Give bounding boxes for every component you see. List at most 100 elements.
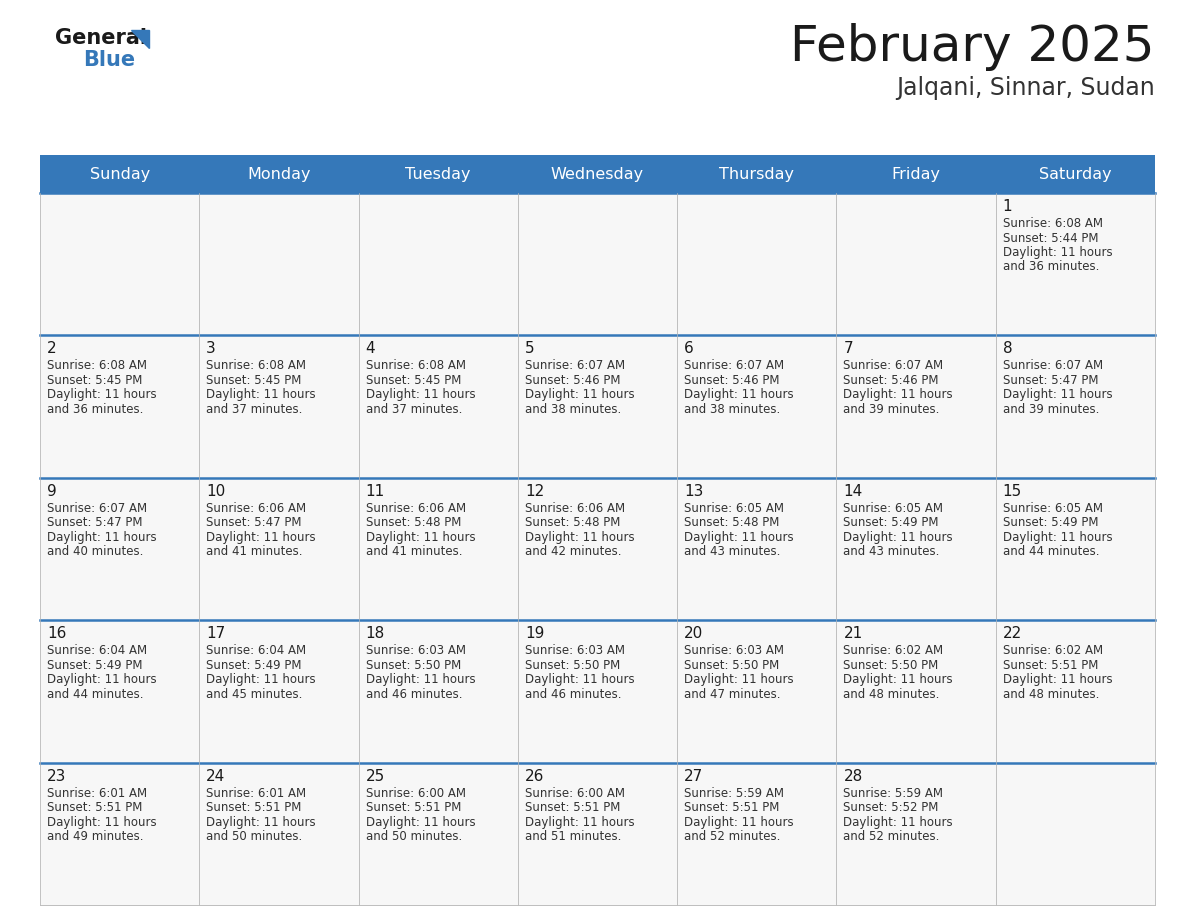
Text: Jalqani, Sinnar, Sudan: Jalqani, Sinnar, Sudan <box>896 76 1155 100</box>
Text: and 46 minutes.: and 46 minutes. <box>366 688 462 700</box>
Text: Daylight: 11 hours: Daylight: 11 hours <box>684 815 794 829</box>
Text: Daylight: 11 hours: Daylight: 11 hours <box>525 673 634 686</box>
Text: Sunset: 5:50 PM: Sunset: 5:50 PM <box>366 659 461 672</box>
Text: and 47 minutes.: and 47 minutes. <box>684 688 781 700</box>
Text: 18: 18 <box>366 626 385 641</box>
Text: Sunrise: 6:07 AM: Sunrise: 6:07 AM <box>1003 360 1102 373</box>
Text: Daylight: 11 hours: Daylight: 11 hours <box>1003 246 1112 259</box>
Text: and 48 minutes.: and 48 minutes. <box>1003 688 1099 700</box>
Text: Daylight: 11 hours: Daylight: 11 hours <box>366 673 475 686</box>
Text: Sunrise: 6:06 AM: Sunrise: 6:06 AM <box>207 502 307 515</box>
Text: Sunset: 5:46 PM: Sunset: 5:46 PM <box>684 374 779 386</box>
Text: Sunday: Sunday <box>89 166 150 182</box>
Bar <box>200 763 359 905</box>
Text: 22: 22 <box>1003 626 1022 641</box>
Text: and 42 minutes.: and 42 minutes. <box>525 545 621 558</box>
Text: Daylight: 11 hours: Daylight: 11 hours <box>525 815 634 829</box>
Text: Sunrise: 6:08 AM: Sunrise: 6:08 AM <box>207 360 307 373</box>
Text: Daylight: 11 hours: Daylight: 11 hours <box>366 531 475 543</box>
Bar <box>996 477 1155 621</box>
Bar <box>359 193 518 335</box>
Text: 3: 3 <box>207 341 216 356</box>
Bar <box>359 763 518 905</box>
Text: 15: 15 <box>1003 484 1022 498</box>
Text: Daylight: 11 hours: Daylight: 11 hours <box>843 388 953 401</box>
Text: Daylight: 11 hours: Daylight: 11 hours <box>684 673 794 686</box>
Text: Thursday: Thursday <box>719 166 795 182</box>
Bar <box>518 621 677 763</box>
Bar <box>40 193 200 335</box>
Text: and 37 minutes.: and 37 minutes. <box>366 403 462 416</box>
Bar <box>836 621 996 763</box>
Text: Daylight: 11 hours: Daylight: 11 hours <box>207 815 316 829</box>
Text: Daylight: 11 hours: Daylight: 11 hours <box>207 388 316 401</box>
Bar <box>40 477 200 621</box>
Text: Sunset: 5:47 PM: Sunset: 5:47 PM <box>1003 374 1098 386</box>
Text: and 48 minutes.: and 48 minutes. <box>843 688 940 700</box>
Text: 13: 13 <box>684 484 703 498</box>
Text: Sunrise: 6:01 AM: Sunrise: 6:01 AM <box>48 787 147 800</box>
Bar <box>200 621 359 763</box>
Text: Daylight: 11 hours: Daylight: 11 hours <box>843 815 953 829</box>
Text: 20: 20 <box>684 626 703 641</box>
Text: Sunrise: 5:59 AM: Sunrise: 5:59 AM <box>684 787 784 800</box>
Text: Sunrise: 6:03 AM: Sunrise: 6:03 AM <box>525 644 625 657</box>
Text: Daylight: 11 hours: Daylight: 11 hours <box>1003 531 1112 543</box>
Text: Sunset: 5:51 PM: Sunset: 5:51 PM <box>525 801 620 814</box>
Text: 24: 24 <box>207 768 226 784</box>
Text: Sunset: 5:48 PM: Sunset: 5:48 PM <box>525 516 620 530</box>
Text: Sunset: 5:45 PM: Sunset: 5:45 PM <box>207 374 302 386</box>
Bar <box>40 155 1155 193</box>
Text: Sunset: 5:48 PM: Sunset: 5:48 PM <box>684 516 779 530</box>
Text: Daylight: 11 hours: Daylight: 11 hours <box>684 388 794 401</box>
Text: and 46 minutes.: and 46 minutes. <box>525 688 621 700</box>
Text: and 43 minutes.: and 43 minutes. <box>684 545 781 558</box>
Text: 11: 11 <box>366 484 385 498</box>
Text: Sunset: 5:47 PM: Sunset: 5:47 PM <box>48 516 143 530</box>
Text: and 45 minutes.: and 45 minutes. <box>207 688 303 700</box>
Text: Sunset: 5:52 PM: Sunset: 5:52 PM <box>843 801 939 814</box>
Text: Monday: Monday <box>247 166 311 182</box>
Text: Sunset: 5:51 PM: Sunset: 5:51 PM <box>48 801 143 814</box>
Text: Daylight: 11 hours: Daylight: 11 hours <box>207 531 316 543</box>
Text: Sunrise: 6:08 AM: Sunrise: 6:08 AM <box>48 360 147 373</box>
Text: Sunrise: 6:05 AM: Sunrise: 6:05 AM <box>843 502 943 515</box>
Text: Tuesday: Tuesday <box>405 166 470 182</box>
Text: 21: 21 <box>843 626 862 641</box>
Text: Sunset: 5:48 PM: Sunset: 5:48 PM <box>366 516 461 530</box>
Bar <box>200 335 359 477</box>
Text: and 44 minutes.: and 44 minutes. <box>1003 545 1099 558</box>
Text: 26: 26 <box>525 768 544 784</box>
Bar <box>677 193 836 335</box>
Text: 19: 19 <box>525 626 544 641</box>
Text: Sunrise: 6:08 AM: Sunrise: 6:08 AM <box>1003 217 1102 230</box>
Text: Sunrise: 6:06 AM: Sunrise: 6:06 AM <box>525 502 625 515</box>
Text: Sunset: 5:49 PM: Sunset: 5:49 PM <box>207 659 302 672</box>
Text: Sunset: 5:51 PM: Sunset: 5:51 PM <box>207 801 302 814</box>
Text: Sunset: 5:47 PM: Sunset: 5:47 PM <box>207 516 302 530</box>
Text: 6: 6 <box>684 341 694 356</box>
Bar <box>359 335 518 477</box>
Text: Wednesday: Wednesday <box>551 166 644 182</box>
Text: Sunrise: 6:07 AM: Sunrise: 6:07 AM <box>684 360 784 373</box>
Text: and 40 minutes.: and 40 minutes. <box>48 545 144 558</box>
Bar <box>518 193 677 335</box>
Text: 17: 17 <box>207 626 226 641</box>
Text: Sunset: 5:45 PM: Sunset: 5:45 PM <box>366 374 461 386</box>
Bar <box>996 621 1155 763</box>
Text: Sunrise: 6:07 AM: Sunrise: 6:07 AM <box>525 360 625 373</box>
Text: General: General <box>55 28 147 48</box>
Text: Daylight: 11 hours: Daylight: 11 hours <box>525 531 634 543</box>
Text: Sunset: 5:50 PM: Sunset: 5:50 PM <box>525 659 620 672</box>
Text: Sunrise: 5:59 AM: Sunrise: 5:59 AM <box>843 787 943 800</box>
Text: 5: 5 <box>525 341 535 356</box>
Text: Sunrise: 6:02 AM: Sunrise: 6:02 AM <box>1003 644 1102 657</box>
Bar <box>677 477 836 621</box>
Text: Sunrise: 6:08 AM: Sunrise: 6:08 AM <box>366 360 466 373</box>
Text: and 43 minutes.: and 43 minutes. <box>843 545 940 558</box>
Text: 1: 1 <box>1003 199 1012 214</box>
Text: Sunrise: 6:02 AM: Sunrise: 6:02 AM <box>843 644 943 657</box>
Bar <box>836 335 996 477</box>
Text: 10: 10 <box>207 484 226 498</box>
Text: Daylight: 11 hours: Daylight: 11 hours <box>48 673 157 686</box>
